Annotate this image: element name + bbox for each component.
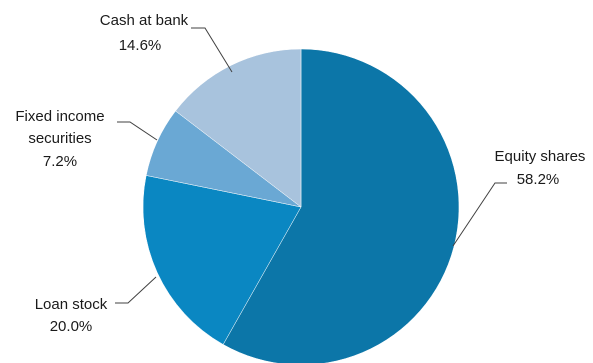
- leader-line-cash-at-bank: [191, 27, 233, 73]
- label-equity-shares-name: Equity shares: [495, 148, 586, 165]
- pie-slice-loan-stock: [142, 175, 302, 345]
- label-loan-stock-name: Loan stock: [35, 296, 108, 313]
- leader-line-fixed-income: [117, 121, 158, 141]
- label-loan-stock-value: 20.0%: [50, 318, 93, 335]
- leader-lines: [115, 27, 507, 304]
- label-cash-at-bank-name: Cash at bank: [100, 12, 189, 29]
- pie-slice-cash-at-bank: [175, 48, 302, 208]
- label-equity-shares-value: 58.2%: [517, 171, 560, 188]
- label-cash-at-bank-value: 14.6%: [119, 37, 162, 54]
- label-fixed-income-value: 7.2%: [43, 153, 77, 170]
- pie-slices: [142, 48, 460, 363]
- label-fixed-income-name-2: securities: [28, 130, 91, 147]
- leader-line-loan-stock: [115, 276, 157, 304]
- pie-slice-equity-shares: [222, 48, 460, 363]
- label-fixed-income-name-1: Fixed income: [15, 108, 104, 125]
- leader-line-equity-shares: [452, 182, 507, 247]
